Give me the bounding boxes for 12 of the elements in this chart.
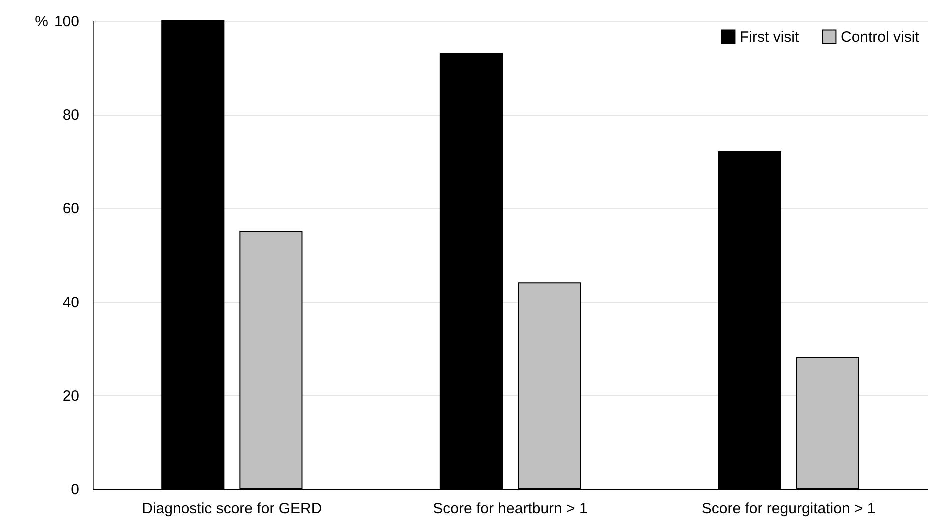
y-tick-label: 100 xyxy=(54,14,80,30)
legend-label: First visit xyxy=(740,28,800,46)
x-tick-label: Diagnostic score for GERD xyxy=(142,500,322,518)
x-tick-label: Score for heartburn > 1 xyxy=(433,500,588,518)
y-tick-label: 20 xyxy=(62,388,80,405)
legend-label: Control visit xyxy=(841,28,920,46)
y-axis-title: % xyxy=(35,14,48,30)
x-tick-label: Score for regurgitation > 1 xyxy=(702,500,876,518)
y-tick-label: 80 xyxy=(62,107,80,124)
y-tick-label: 60 xyxy=(62,200,80,218)
y-tick-label: 40 xyxy=(62,294,80,312)
y-tick-label: 0 xyxy=(71,482,80,498)
